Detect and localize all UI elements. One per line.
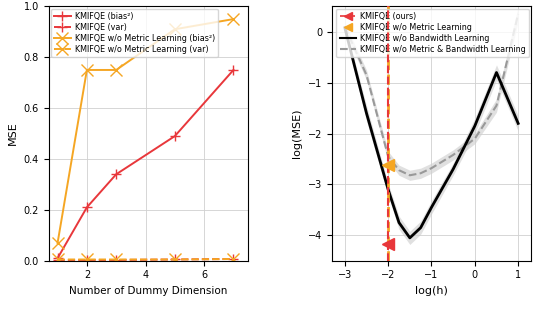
KMIFQE w/o Bandwidth Learning [450,167,456,171]
KMIFQE w/o Metric Learning (var) [54,258,61,261]
KMIFQE (bias²) [113,172,119,176]
KMIFQE w/o Bandwidth Learning [341,26,348,30]
KMIFQE w/o Metric Learning (bias²) [172,27,178,31]
KMIFQE w/o Metric & Bandwidth Learning [341,25,348,29]
KMIFQE w/o Metric & Bandwidth Learning [493,104,500,107]
Line: KMIFQE w/o Metric & Bandwidth Learning: KMIFQE w/o Metric & Bandwidth Learning [345,14,518,175]
KMIFQE (bias²) [172,134,178,138]
KMIFQE w/o Metric & Bandwidth Learning [385,155,391,158]
KMIFQE w/o Metric Learning (var) [83,258,90,261]
KMIFQE w/o Metric Learning (bias²) [230,17,237,21]
Line: KMIFQE w/o Metric Learning (var): KMIFQE w/o Metric Learning (var) [52,253,239,265]
Y-axis label: MSE: MSE [8,122,18,145]
KMIFQE w/o Metric Learning (bias²) [113,68,119,72]
KMIFQE (var) [54,258,61,262]
KMIFQE (var) [230,257,237,261]
KMIFQE w/o Metric & Bandwidth Learning [515,12,521,16]
KMIFQE (bias²) [83,205,90,209]
KMIFQE w/o Metric Learning (bias²) [83,68,90,72]
KMIFQE w/o Metric Learning (var) [113,258,119,261]
KMIFQE w/o Metric & Bandwidth Learning [450,153,456,157]
KMIFQE w/o Metric Learning (var) [230,257,237,261]
KMIFQE w/o Metric & Bandwidth Learning [472,137,478,141]
KMIFQE w/o Metric & Bandwidth Learning [428,166,435,170]
KMIFQE w/o Bandwidth Learning [396,221,402,225]
KMIFQE w/o Bandwidth Learning [406,236,413,240]
X-axis label: Number of Dummy Dimension: Number of Dummy Dimension [69,286,228,296]
KMIFQE w/o Metric & Bandwidth Learning [363,73,370,77]
KMIFQE w/o Bandwidth Learning [363,111,370,115]
KMIFQE w/o Bandwidth Learning [417,226,424,230]
KMIFQE (var) [83,258,90,262]
KMIFQE w/o Bandwidth Learning [428,205,435,209]
KMIFQE w/o Bandwidth Learning [472,124,478,128]
KMIFQE (var) [172,258,178,261]
Y-axis label: log(MSE): log(MSE) [292,109,302,158]
KMIFQE (bias²) [230,68,237,72]
Line: KMIFQE w/o Bandwidth Learning: KMIFQE w/o Bandwidth Learning [345,28,518,238]
KMIFQE w/o Bandwidth Learning [385,188,391,191]
Legend: KMIFQE (bias²), KMIFQE (var), KMIFQE w/o Metric Learning (bias²), KMIFQE w/o Met: KMIFQE (bias²), KMIFQE (var), KMIFQE w/o… [51,9,218,57]
KMIFQE (bias²) [54,256,61,260]
Line: KMIFQE (bias²): KMIFQE (bias²) [53,65,238,263]
KMIFQE w/o Metric & Bandwidth Learning [417,171,424,175]
Legend: KMIFQE (ours), KMIFQE w/o Metric Learning, KMIFQE w/o Bandwidth Learning, KMIFQE: KMIFQE (ours), KMIFQE w/o Metric Learnin… [337,9,529,57]
KMIFQE w/o Metric & Bandwidth Learning [396,168,402,172]
KMIFQE (var) [113,258,119,262]
Line: KMIFQE (var): KMIFQE (var) [53,254,238,265]
KMIFQE w/o Metric Learning (bias²) [54,241,61,245]
KMIFQE w/o Metric Learning (var) [172,258,178,261]
X-axis label: log(h): log(h) [415,286,448,296]
KMIFQE w/o Bandwidth Learning [515,121,521,125]
KMIFQE w/o Metric & Bandwidth Learning [406,173,413,177]
KMIFQE w/o Bandwidth Learning [493,71,500,74]
Line: KMIFQE w/o Metric Learning (bias²): KMIFQE w/o Metric Learning (bias²) [52,14,239,248]
